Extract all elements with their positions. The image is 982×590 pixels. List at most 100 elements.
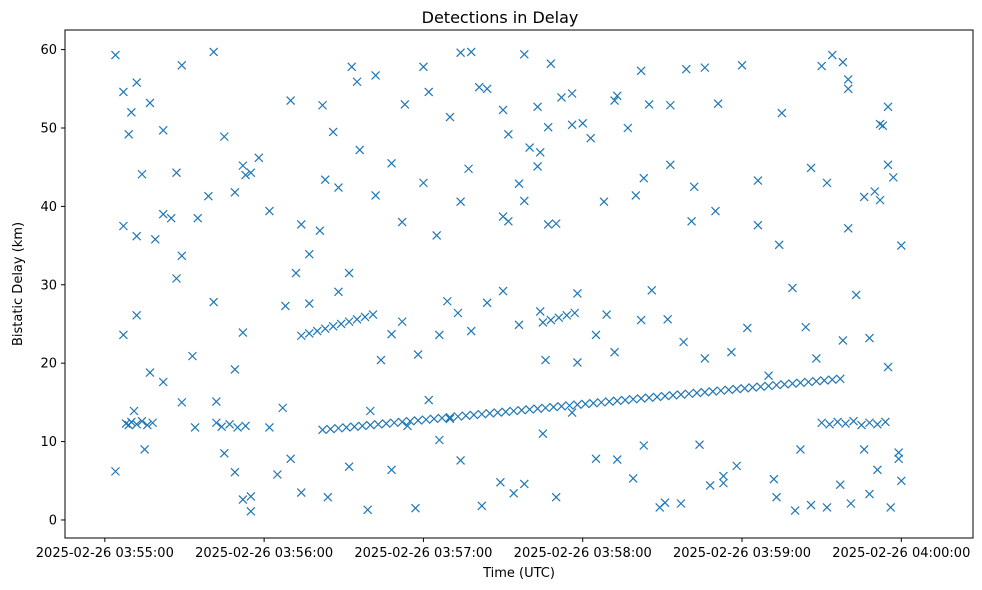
data-point (424, 87, 434, 97)
data-point (132, 419, 142, 429)
data-point (713, 99, 723, 109)
data-point (177, 397, 187, 407)
data-point (551, 492, 561, 502)
data-point (334, 287, 343, 297)
data-point (320, 175, 330, 185)
data-point (432, 230, 442, 240)
data-point (503, 216, 513, 226)
data-point (493, 408, 503, 417)
data-point (851, 290, 861, 300)
data-point (546, 315, 556, 325)
data-point (742, 323, 752, 333)
data-point (833, 417, 843, 427)
y-tick-label: 60 (40, 43, 57, 58)
data-point (604, 397, 614, 407)
data-point (381, 419, 391, 428)
data-point (681, 64, 691, 74)
data-point (142, 420, 152, 430)
y-tick-label: 50 (40, 121, 57, 136)
data-point (397, 217, 407, 227)
data-point (859, 444, 869, 454)
data-point (660, 391, 670, 401)
data-point (838, 336, 848, 345)
data-point (857, 420, 866, 430)
data-point (567, 89, 577, 98)
data-point (772, 492, 781, 502)
data-point (304, 249, 314, 259)
data-point (126, 107, 136, 117)
data-point (689, 182, 699, 192)
data-point (811, 354, 821, 363)
data-point (886, 503, 896, 512)
data-point (477, 409, 487, 419)
data-point (118, 330, 128, 340)
data-point (538, 317, 548, 327)
data-point (397, 317, 407, 327)
data-point (803, 377, 813, 387)
data-point (644, 393, 654, 403)
data-point (456, 455, 466, 465)
data-point (665, 100, 675, 110)
data-point (610, 96, 620, 105)
data-point (801, 322, 811, 332)
data-point (424, 395, 434, 405)
data-point (549, 402, 558, 412)
data-point (822, 178, 832, 188)
data-point (883, 102, 893, 112)
data-point (225, 419, 235, 429)
data-point (246, 506, 256, 516)
data-point (843, 223, 853, 233)
data-point (461, 411, 471, 421)
data-point (137, 169, 147, 179)
data-point (620, 395, 630, 405)
data-point (700, 354, 710, 363)
data-point (535, 307, 545, 316)
data-point (716, 386, 726, 396)
data-point (612, 455, 622, 465)
data-point (822, 503, 832, 512)
data-point (211, 397, 221, 407)
data-point (708, 386, 718, 396)
data-point (118, 221, 128, 231)
data-point (315, 226, 325, 236)
data-point (639, 441, 649, 450)
data-point (636, 394, 646, 403)
data-point (482, 298, 492, 308)
data-point (328, 321, 338, 331)
data-point (355, 145, 365, 155)
data-point (352, 77, 362, 87)
data-point (572, 400, 582, 410)
data-point (371, 71, 381, 80)
data-point (644, 100, 654, 109)
data-point (158, 209, 168, 219)
data-point (485, 408, 495, 418)
data-point (838, 57, 848, 67)
data-point (387, 158, 396, 168)
data-point (865, 333, 874, 343)
data-point (835, 374, 845, 384)
data-point (397, 417, 407, 427)
data-point (434, 435, 444, 445)
data-point (334, 183, 343, 192)
x-axis-title: Time (UTC) (482, 566, 555, 581)
data-point (413, 350, 423, 359)
data-point (541, 355, 550, 365)
data-point (811, 376, 821, 386)
data-point (246, 492, 256, 501)
data-point (562, 310, 572, 320)
data-point (230, 467, 240, 477)
data-point (347, 62, 357, 72)
data-point (684, 389, 694, 399)
data-point (456, 197, 466, 207)
data-point (466, 47, 476, 57)
data-point (365, 406, 375, 416)
data-point (418, 178, 428, 188)
data-point (865, 418, 874, 428)
data-point (623, 123, 633, 133)
data-point (349, 422, 359, 432)
x-tick-label: 2025-02-26 03:57:00 (354, 546, 492, 561)
data-point (843, 84, 853, 94)
data-point (525, 143, 535, 153)
data-point (172, 168, 181, 178)
data-point (769, 474, 779, 484)
